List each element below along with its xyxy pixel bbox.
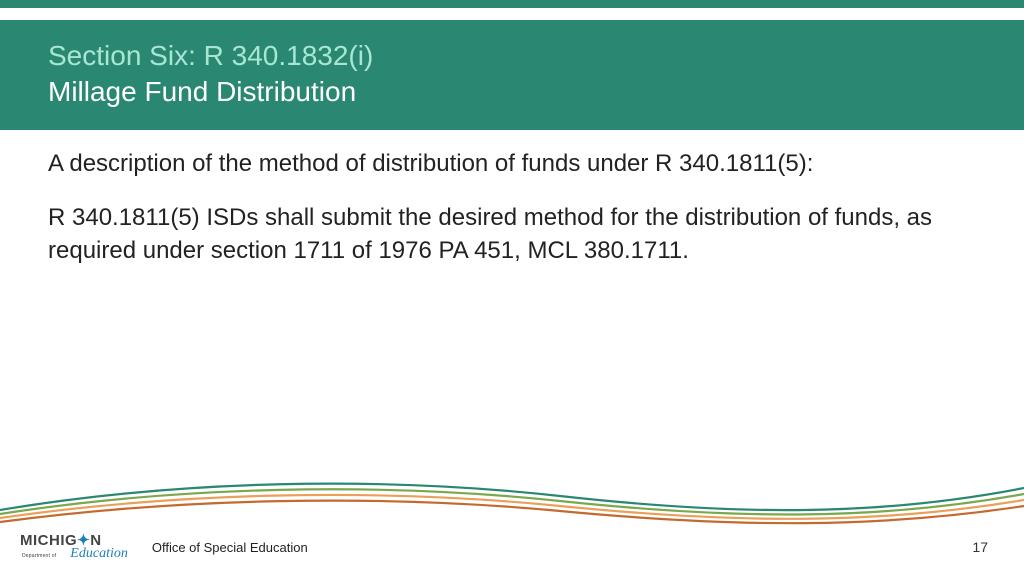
wave-teal <box>0 484 1024 510</box>
top-accent-stripe <box>0 0 1024 8</box>
body-paragraph: R 340.1811(5) ISDs shall submit the desi… <box>48 202 976 267</box>
michigan-education-logo: MICHIG✦N Department of Education <box>20 533 128 561</box>
title-band: Section Six: R 340.1832(i) Millage Fund … <box>0 20 1024 130</box>
footer: MICHIG✦N Department of Education Office … <box>0 524 1024 576</box>
slide-title-line2: Millage Fund Distribution <box>48 74 976 110</box>
decorative-waves <box>0 468 1024 528</box>
page-number: 17 <box>972 539 988 555</box>
body-content: A description of the method of distribut… <box>48 148 976 289</box>
wave-orange-dark <box>0 501 1024 524</box>
wave-orange-light <box>0 495 1024 519</box>
wave-green <box>0 489 1024 514</box>
logo-education-text: Education <box>70 547 128 561</box>
logo-dept-text: Department of <box>22 553 56 559</box>
slide-title-line1: Section Six: R 340.1832(i) <box>48 38 976 74</box>
body-paragraph: A description of the method of distribut… <box>48 148 976 180</box>
footer-office-text: Office of Special Education <box>152 540 973 555</box>
